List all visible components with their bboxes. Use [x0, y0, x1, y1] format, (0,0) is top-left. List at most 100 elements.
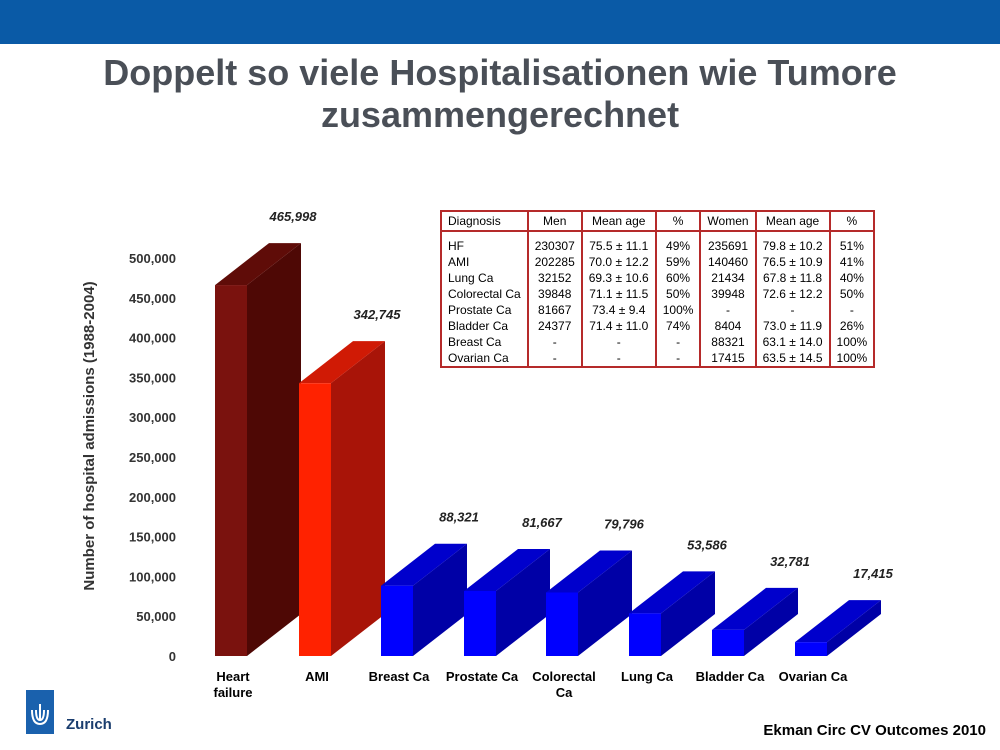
cell-women-mean-age: 73.0 ± 11.9	[754, 318, 831, 334]
bar	[299, 383, 331, 656]
bar-top	[629, 571, 715, 614]
cell-women-percent: 40%	[828, 270, 876, 286]
cell-women-percent: 100%	[828, 350, 876, 367]
bar-top	[464, 548, 550, 591]
bar-top	[215, 243, 301, 286]
cell-men-mean-age: 69.3 ± 10.6	[580, 270, 657, 286]
cell-diagnosis: Breast Ca	[440, 334, 529, 350]
bar	[712, 629, 744, 656]
y-tick-label: 200,000	[129, 490, 176, 505]
cell-men-percent: 49%	[654, 231, 702, 254]
cell-women: 140460	[699, 254, 757, 270]
header-men: Men	[526, 210, 583, 232]
cell-men-mean-age: -	[580, 334, 657, 350]
cell-women: 235691	[699, 231, 757, 254]
table-row: Ovarian Ca - - -17415 63.5 ± 14.5 100%	[440, 350, 876, 367]
x-tick-label: AMI	[305, 669, 329, 684]
cell-men-mean-age: 71.4 ± 11.0	[580, 318, 657, 334]
cell-men-mean-age: 70.0 ± 12.2	[580, 254, 657, 270]
y-tick-label: 150,000	[129, 530, 176, 545]
value-label: 79,796	[604, 516, 645, 531]
cell-women-mean-age: 67.8 ± 11.8	[754, 270, 831, 286]
table-row: Lung Ca 32152 69.3 ± 10.6 60% 21434 67.8 ± 11…	[440, 270, 876, 286]
cell-women-percent: -	[828, 302, 876, 318]
table-header-row: Diagnosis Men Mean age % Women Mean age …	[440, 210, 876, 232]
bar-side	[661, 571, 715, 656]
cell-women-percent: 51%	[828, 231, 876, 254]
cell-women-mean-age: 63.5 ± 14.5	[754, 350, 831, 367]
value-label: 465,998	[269, 209, 318, 224]
header-women-mean-age: Mean age	[754, 210, 831, 232]
header-men-mean-age: Mean age	[580, 210, 657, 232]
x-tick-label: Heart	[216, 669, 250, 684]
cell-women: 88321	[699, 334, 757, 350]
cell-men-percent: -	[654, 350, 702, 367]
table-body: HF 230307 75.5 ± 11.1 49% 235691 79.8 ± 10.2 5…	[440, 231, 876, 367]
bar	[546, 592, 578, 656]
header-women-percent: %	[828, 210, 876, 232]
cell-women-percent: 41%	[828, 254, 876, 270]
value-label: 17,415	[853, 566, 894, 581]
cell-men-mean-age: 73.4 ± 9.4	[580, 302, 657, 318]
bar	[215, 285, 247, 656]
cell-men: -	[526, 350, 583, 367]
bar-side	[413, 543, 467, 656]
x-tick-label: failure	[213, 685, 252, 700]
bar-side	[744, 587, 798, 656]
x-tick-label: Breast Ca	[369, 669, 430, 684]
header-diagnosis: Diagnosis	[440, 210, 529, 232]
table-row: AMI 202285 70.0 ± 12.2 59% 140460 76.5 ± 10.9…	[440, 254, 876, 270]
cell-men: 24377	[526, 318, 583, 334]
cell-women-percent: 26%	[828, 318, 876, 334]
cell-women-mean-age: 72.6 ± 12.2	[754, 286, 831, 302]
table-row: Breast Ca - - -88321 63.1 ± 14.0 100%	[440, 334, 876, 350]
cell-men: 230307	[526, 231, 583, 254]
y-tick-label: 0	[169, 649, 176, 664]
cell-men: 39848	[526, 286, 583, 302]
header-men-percent: %	[654, 210, 702, 232]
x-tick-label: Colorectal	[532, 669, 596, 684]
value-label: 88,321	[439, 510, 479, 525]
diagnosis-table: Diagnosis Men Mean age % Women Mean age …	[440, 210, 876, 368]
cell-men-percent: 50%	[654, 286, 702, 302]
bar	[629, 613, 661, 656]
cell-diagnosis: HF	[440, 231, 529, 254]
cell-women: 39948	[699, 286, 757, 302]
bar-side	[496, 548, 550, 656]
bar	[795, 642, 827, 656]
table-row: HF 230307 75.5 ± 11.1 49% 235691 79.8 ± 10.2 5…	[440, 231, 876, 254]
bar-side	[578, 550, 632, 656]
cell-men: -	[526, 334, 583, 350]
bar-top	[712, 587, 798, 630]
cell-men-percent: 59%	[654, 254, 702, 270]
slide-title: Doppelt so viele Hospitalisationen wie T…	[0, 52, 1000, 136]
cell-diagnosis: AMI	[440, 254, 529, 270]
y-tick-label: 400,000	[129, 331, 176, 346]
cell-women: -	[699, 302, 757, 318]
logo-icon	[31, 704, 49, 726]
cell-women-mean-age: 76.5 ± 10.9	[754, 254, 831, 270]
university-logo	[26, 690, 54, 734]
slide-title-line-1: Doppelt so viele Hospitalisationen wie T…	[103, 52, 897, 93]
bar	[464, 590, 496, 656]
y-axis-label: Number of hospital admissions (1988-2004…	[81, 281, 98, 590]
x-tick-label: Ovarian Ca	[779, 669, 848, 684]
cell-diagnosis: Bladder Ca	[440, 318, 529, 334]
cell-men: 202285	[526, 254, 583, 270]
cell-women: 8404	[699, 318, 757, 334]
table-row: Bladder Ca 24377 71.4 ± 11.0 74% 8404 73.0 ± …	[440, 318, 876, 334]
y-tick-label: 500,000	[129, 251, 176, 266]
cell-men-mean-age: 71.1 ± 11.5	[580, 286, 657, 302]
y-tick-label: 450,000	[129, 291, 176, 306]
cell-men: 32152	[526, 270, 583, 286]
x-tick-label: Lung Ca	[621, 669, 674, 684]
y-tick-label: 300,000	[129, 410, 176, 425]
cell-women-mean-age: -	[754, 302, 831, 318]
cell-diagnosis: Ovarian Ca	[440, 350, 529, 367]
cell-diagnosis: Lung Ca	[440, 270, 529, 286]
y-tick-label: 50,000	[136, 609, 176, 624]
y-tick-label: 250,000	[129, 450, 176, 465]
value-label: 53,586	[687, 537, 728, 552]
cell-women-percent: 50%	[828, 286, 876, 302]
cell-women: 21434	[699, 270, 757, 286]
